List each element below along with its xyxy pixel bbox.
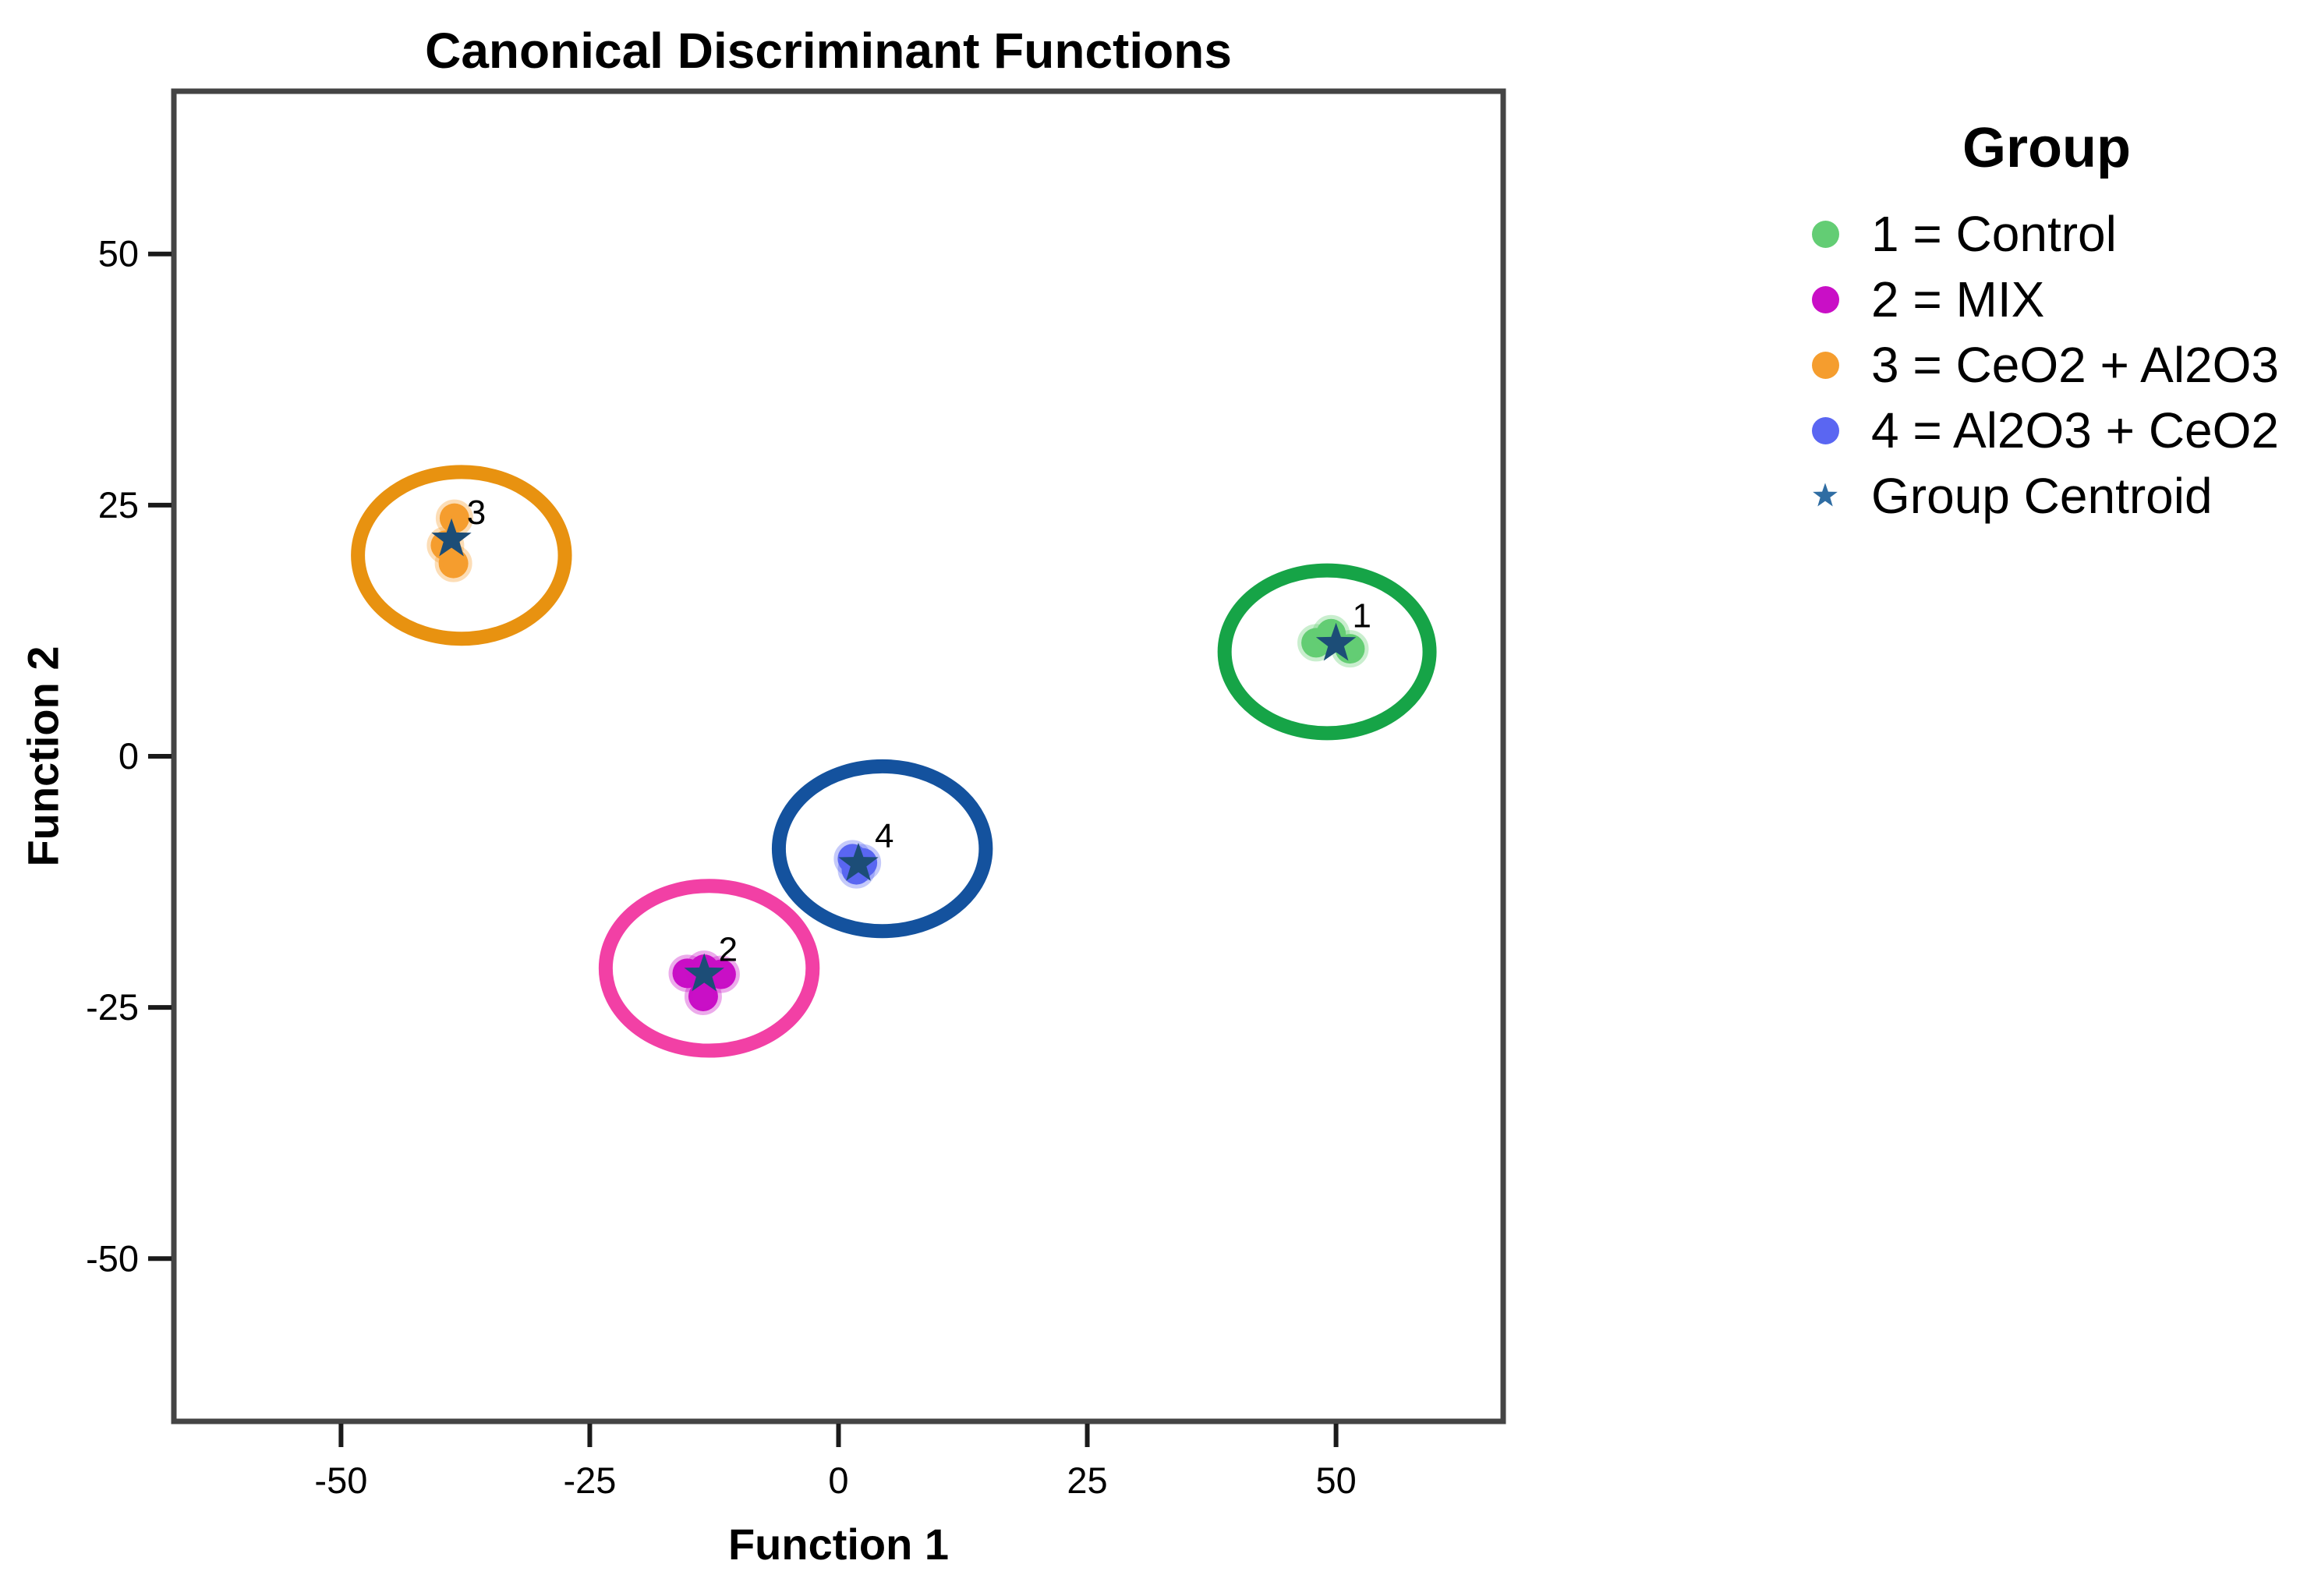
y-tick-label: -25 — [86, 986, 139, 1028]
legend-entry-label: 4 = Al2O3 + CeO2 — [1871, 402, 2279, 458]
group-3-label: 3 — [467, 494, 486, 532]
dot-icon — [1811, 285, 1839, 313]
group-3-centroid-star — [431, 518, 472, 557]
legend-entry-5: Group Centroid — [1793, 463, 2300, 529]
dot-icon — [1811, 351, 1839, 379]
group-dot-icon — [1810, 285, 1840, 314]
group-1-ellipse — [1217, 563, 1437, 741]
group-dot-icon — [1810, 219, 1840, 249]
group-centroid-star-icon — [1810, 481, 1840, 511]
group-4-label: 4 — [875, 817, 893, 855]
dot-icon — [1811, 220, 1839, 248]
group-1-label: 1 — [1353, 597, 1371, 635]
group-2-centroid-star — [684, 953, 724, 992]
group-2-label: 2 — [719, 930, 738, 968]
y-tick-label: -50 — [86, 1237, 139, 1279]
legend-title: Group — [1962, 117, 2131, 179]
legend-entry-1: 1 = Control — [1793, 201, 2300, 267]
group-dot-icon — [1810, 416, 1840, 445]
y-tick-label: 25 — [98, 484, 139, 526]
legend-entry-label: 1 = Control — [1871, 206, 2117, 262]
legend-entry-label: 3 = CeO2 + Al2O3 — [1871, 337, 2279, 393]
legend-entry-4: 4 = Al2O3 + CeO2 — [1793, 398, 2300, 463]
group-1-centroid-star — [1315, 622, 1357, 661]
group-2-ellipse — [598, 879, 820, 1058]
y-tick-label: 50 — [98, 233, 139, 274]
x-axis-title: Function 1 — [727, 1520, 950, 1569]
legend-entry-3: 3 = CeO2 + Al2O3 — [1793, 332, 2300, 398]
group-3-ellipse — [351, 465, 572, 646]
legend-entry-2: 2 = MIX — [1793, 267, 2300, 332]
x-tick-label: 25 — [1067, 1460, 1107, 1501]
x-tick-label: 50 — [1315, 1460, 1356, 1501]
legend-entries: 1 = Control 2 = MIX 3 = CeO2 + Al2O3 4 = Al… — [1793, 201, 2300, 529]
group-4-ellipse — [771, 759, 993, 939]
legend: Group 1 = Control 2 = MIX 3 = CeO2 + Al2O3… — [1793, 117, 2300, 529]
dot-icon — [1811, 416, 1839, 444]
x-tick-label: -25 — [563, 1460, 616, 1501]
star-icon — [1813, 483, 1838, 507]
x-tick-label: 0 — [828, 1460, 848, 1501]
y-axis-title: Function 2 — [18, 646, 68, 867]
group-4-centroid-star — [838, 842, 879, 881]
legend-entry-label: Group Centroid — [1871, 468, 2213, 524]
y-tick-label: 0 — [119, 735, 139, 777]
plot-border — [171, 88, 1506, 1424]
group-dot-icon — [1810, 350, 1840, 380]
chart-title: Canonical Discriminant Functions — [425, 23, 1232, 79]
x-tick-label: -50 — [314, 1460, 367, 1501]
legend-entry-label: 2 = MIX — [1871, 271, 2045, 327]
